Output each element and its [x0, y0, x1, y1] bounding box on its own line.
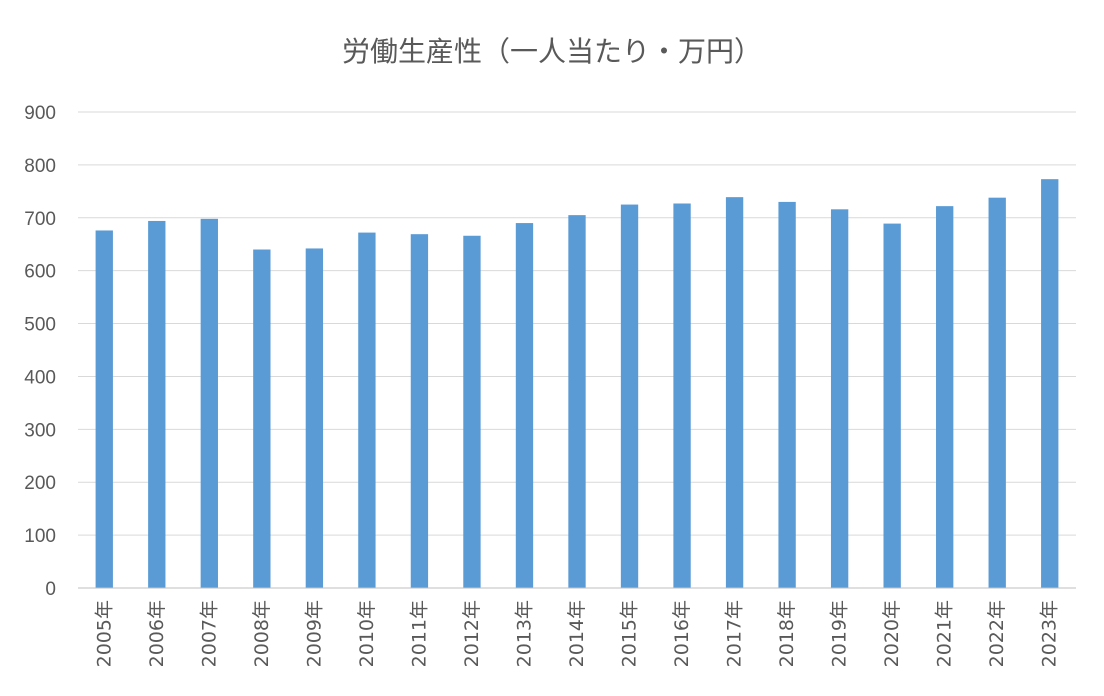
bar-2022 — [988, 197, 1006, 588]
bar-2013 — [515, 223, 534, 589]
bar-2015 — [620, 204, 639, 589]
x-axis-ticks: 2005年 2006年 2007年 2008年 2009年 2010年 2011年 2012年… — [93, 600, 1060, 667]
bar-2005 — [95, 230, 113, 588]
x-tick-label: 2017年 — [724, 600, 746, 667]
chart-title: 労働生産性（一人当たり・万円） — [342, 35, 762, 68]
y-tick-label: 500 — [24, 315, 56, 336]
x-tick-label: 2008年 — [251, 600, 273, 667]
bar-2018 — [778, 201, 796, 588]
bar-2006 — [148, 220, 166, 588]
y-tick-label: 700 — [24, 209, 56, 230]
bar-2007 — [200, 218, 218, 588]
bar-2017 — [725, 197, 744, 588]
y-tick-label: 200 — [24, 473, 56, 494]
bar-2008 — [253, 249, 271, 588]
y-tick-label: 900 — [24, 103, 56, 124]
y-tick-label: 0 — [45, 579, 56, 600]
y-axis-ticks: 0 100 200 300 400 500 600 700 800 900 — [24, 103, 56, 600]
bars — [95, 179, 1059, 589]
x-tick-label: 2011年 — [408, 600, 430, 667]
bar-2020 — [883, 223, 901, 588]
x-tick-label: 2012年 — [461, 600, 483, 667]
x-tick-label: 2021年 — [934, 600, 956, 667]
x-tick-label: 2010年 — [356, 600, 378, 667]
x-tick-label: 2020年 — [881, 600, 903, 667]
bar-2016 — [673, 203, 691, 588]
bar-2010 — [358, 232, 376, 588]
x-tick-label: 2005年 — [93, 600, 115, 667]
y-tick-label: 300 — [24, 420, 56, 441]
x-tick-label: 2015年 — [619, 600, 641, 667]
bar-2019 — [830, 209, 849, 588]
x-tick-label: 2023年 — [1039, 600, 1061, 667]
bar-2012 — [463, 235, 481, 588]
x-tick-label: 2006年 — [146, 600, 168, 667]
bar-2011 — [410, 234, 429, 588]
x-tick-label: 2014年 — [566, 600, 588, 667]
x-tick-label: 2018年 — [776, 600, 798, 667]
bar-2014 — [568, 215, 586, 588]
x-tick-label: 2009年 — [303, 600, 325, 667]
x-tick-label: 2007年 — [198, 600, 220, 667]
y-tick-label: 400 — [24, 367, 56, 388]
bar-2009 — [305, 248, 324, 588]
bar-2023 — [1041, 179, 1059, 588]
x-tick-label: 2022年 — [986, 600, 1008, 667]
bar-2021 — [936, 206, 954, 589]
x-tick-label: 2016年 — [671, 600, 693, 667]
x-tick-label: 2013年 — [513, 600, 535, 667]
y-tick-label: 100 — [24, 526, 56, 547]
y-tick-label: 600 — [24, 262, 56, 283]
x-tick-label: 2019年 — [829, 600, 851, 667]
y-tick-label: 800 — [24, 156, 56, 177]
